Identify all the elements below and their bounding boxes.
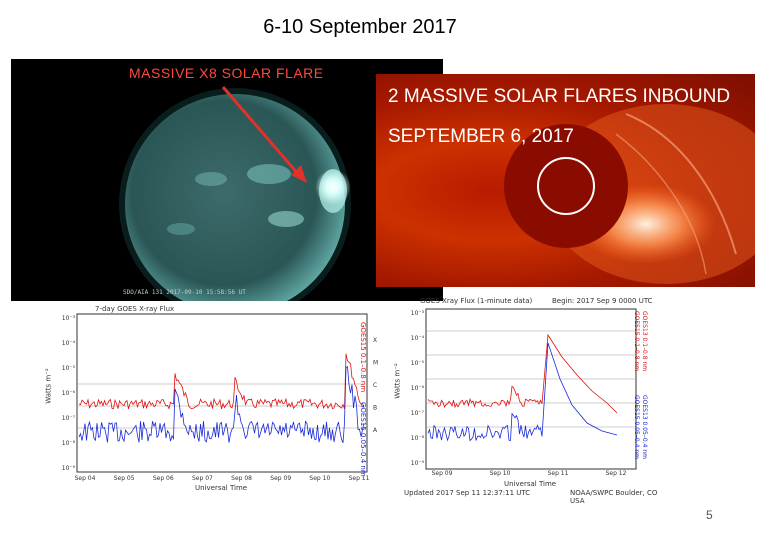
plot-right-long-channel-line [427,333,618,414]
sdo-caption: MASSIVE X8 SOLAR FLARE [129,65,324,81]
goes-1min-xray-plot: 10⁻³ 10⁻⁴ 10⁻⁵ 10⁻⁶ 10⁻⁷ 10⁻⁸ 10⁻⁹ Sep 09 Sep 1… [394,295,672,505]
plot-left-class-4: A [373,427,378,434]
plot-right-begin: Begin: 2017 Sep 9 0000 UTC [552,297,653,305]
plot-right-legend-blue-2: GOES13 0.05–0.4 nm [641,395,648,459]
plot-left-class-3: B [373,405,377,412]
plot-left-legend-red: GOES15 0.1–0.8 nm [359,322,367,393]
plot-left-ytick-2: 10⁻⁵ [62,365,76,372]
plot-right-title: GOES Xray Flux (1-minute data) [420,297,533,305]
lasco-title: 2 MASSIVE SOLAR FLARES INBOUND [388,86,731,107]
plot-left-ytick-4: 10⁻⁷ [62,415,76,422]
plot-left-legend-blue: GOES15 0.05–0.4 nm [359,402,367,477]
sun-illustration [119,86,351,301]
arrow-icon [221,86,301,176]
plot-right-xtick-1: Sep 10 [490,470,511,477]
plot-left-xtick-5: Sep 09 [270,475,291,482]
plot-left-xtick-4: Sep 08 [231,475,252,482]
plot-left-ytick-6: 10⁻⁹ [62,465,76,472]
plot-right-legend-red-1: GOES15 0.1–0.8 nm [633,311,640,372]
plot-left-class-2: C [373,382,377,389]
sun-outline-icon [537,157,595,215]
plot-right-short-channel-line [427,342,618,442]
plot-left-ytick-3: 10⁻⁶ [62,390,76,397]
plot-right-credit: NOAA/SWPC Boulder, CO USA [570,489,658,505]
sdo-footer: SDO/AIA 131 2017-09-10 15:58:56 UT [123,289,246,296]
plot-right-ylabel: Watts m⁻² [393,363,402,399]
plot-left-ytick-0: 10⁻³ [62,315,76,322]
plot-left-xtick-0: Sep 04 [75,475,96,482]
flux-curves [78,353,365,444]
plot-right-xtick-0: Sep 09 [432,470,453,477]
plot-left-ytick-5: 10⁻⁸ [62,440,76,447]
goes-7day-xray-plot: 10⁻³ 10⁻⁴ 10⁻⁵ 10⁻⁶ 10⁻⁷ 10⁻⁸ 10⁻⁹ Sep 04 Sep 0… [45,302,385,502]
plot-left-xtick-1: Sep 05 [114,475,135,482]
plot-gridlines [426,330,636,428]
plot-right-ytick-3: 10⁻⁶ [411,385,425,392]
plot-left-xtick-2: Sep 06 [153,475,174,482]
plot-left-ytick-1: 10⁻⁴ [62,340,76,347]
plot-left-xtick-7: Sep 11 [349,475,370,482]
flare-spot [315,169,351,205]
plot-right-xtick-2: Sep 11 [548,470,569,477]
lasco-date: SEPTEMBER 6, 2017 [388,126,574,147]
plot-right-ytick-6: 10⁻⁹ [411,460,425,467]
page-number: 5 [706,508,713,522]
plot-right-ytick-1: 10⁻⁴ [411,335,425,342]
plot-right-ytick-2: 10⁻⁵ [411,360,425,367]
plot-left-short-channel-line [78,366,365,444]
sdo-flare-image: MASSIVE X8 SOLAR FLARE SDO/AIA 131 2017-… [11,59,443,301]
occulter-disk [504,124,628,248]
plot-right-xlabel: Universal Time [504,480,557,488]
plot-right-legend-red-2: GOES13 0.1–0.8 nm [641,311,648,372]
plot-left-class-0: X [373,337,377,344]
plot-left-xtick-3: Sep 07 [192,475,213,482]
plot-right-updated: Updated 2017 Sep 11 12:37:11 UTC [404,489,531,497]
plot-left-ylabel: Watts m⁻² [44,368,53,404]
plot-right-legend-blue-1: GOES15 0.05–0.4 nm [633,395,640,459]
flux-curves [427,333,618,442]
coronagraph-illustration [504,104,755,284]
plot-right-ytick-4: 10⁻⁷ [411,410,425,417]
plot-right-ytick-5: 10⁻⁸ [411,435,425,442]
plot-right-xtick-3: Sep 12 [606,470,627,477]
plot-left-class-1: M [373,360,378,367]
plot-left-title: 7-day GOES X-ray Flux [95,305,175,313]
plot-left-long-channel-line [78,353,365,410]
plot-right-ytick-0: 10⁻³ [411,310,425,317]
plot-left-xtick-6: Sep 10 [309,475,330,482]
slide-title: 6-10 September 2017 [263,16,457,38]
lasco-coronagraph-image: 2 MASSIVE SOLAR FLARES INBOUND SEPTEMBER… [376,74,755,287]
plot-left-xlabel: Universal Time [195,484,248,492]
